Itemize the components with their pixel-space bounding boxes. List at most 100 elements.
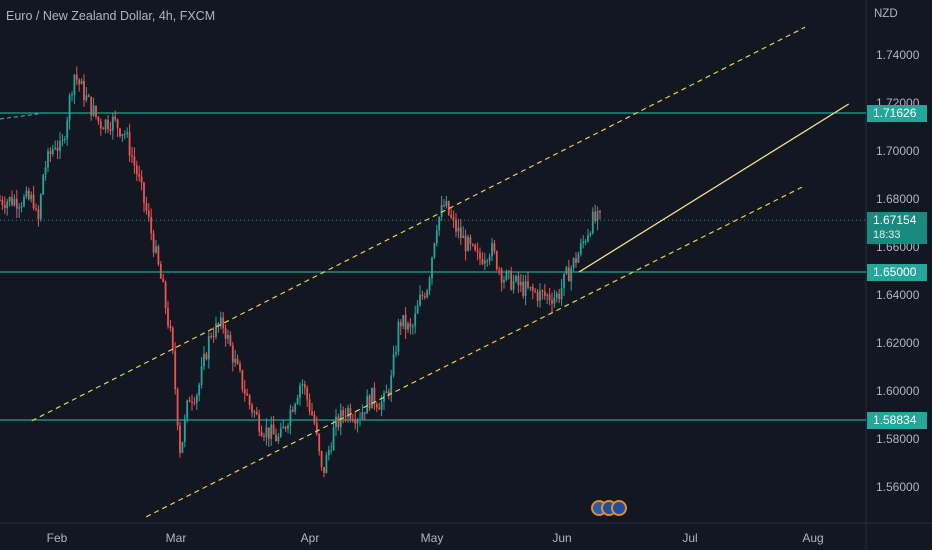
candle-body (248, 395, 251, 405)
candle-body (421, 294, 424, 297)
candle-body (51, 148, 54, 155)
candle-body (111, 116, 114, 131)
candle-body (407, 323, 409, 330)
candle-body (27, 190, 30, 200)
candle-body (522, 281, 525, 296)
candle-body (68, 95, 71, 121)
candle-body (438, 216, 441, 231)
candle-body (61, 140, 64, 142)
candle-body (399, 322, 402, 327)
candle-body (140, 176, 143, 183)
channel-lower-line[interactable] (145, 185, 806, 518)
candle-body (80, 80, 83, 85)
candle-body (3, 204, 6, 209)
price-tick-label: 1.60000 (876, 384, 920, 398)
candle-body (253, 411, 256, 413)
candle-body (35, 208, 37, 210)
candle-body (174, 350, 177, 390)
candle-body (258, 414, 261, 432)
candle-body (234, 358, 237, 363)
candle-body (277, 436, 280, 442)
projection-trend-line[interactable] (578, 103, 850, 273)
candle-body (145, 203, 148, 211)
candle-body (128, 132, 131, 156)
candle-body (296, 397, 299, 404)
projection-line[interactable] (578, 103, 850, 273)
candle-body (90, 96, 93, 116)
candle-body (500, 269, 503, 283)
candle-body (577, 254, 580, 263)
channel-upper-line[interactable] (31, 26, 806, 422)
candle-body (109, 129, 112, 131)
candle-body (205, 353, 208, 360)
candle-body (368, 395, 371, 409)
candle-body (18, 207, 21, 209)
candle-body (133, 156, 136, 166)
candle-body (589, 233, 592, 235)
candle-body (459, 227, 462, 238)
candle-body (311, 411, 313, 415)
candle-body (488, 256, 491, 261)
candle-body (344, 415, 347, 417)
candle-body (560, 287, 563, 300)
candle-body (143, 182, 145, 204)
candle-body (0, 200, 1, 201)
candle-body (320, 451, 323, 467)
candle-body (397, 322, 400, 352)
candle-body (351, 418, 354, 421)
candle-body (395, 351, 397, 355)
candle-body (584, 241, 587, 243)
candle-body (303, 384, 306, 388)
time-tick-label: Aug (802, 531, 824, 545)
price-tick-label: 1.62000 (876, 336, 920, 350)
candle-body (503, 279, 505, 283)
candle-body (87, 95, 90, 97)
candle-body (385, 391, 388, 394)
candle-body (157, 246, 160, 265)
candle-body (73, 74, 76, 95)
candle-body (222, 317, 225, 329)
economic-events[interactable] (591, 500, 637, 520)
candle-body (176, 389, 179, 426)
candle-body (337, 416, 340, 427)
candle-body (359, 419, 361, 421)
candle-body (37, 209, 40, 220)
candle-body (402, 315, 405, 327)
candle-body (270, 424, 273, 439)
price-label-badge: 1.67154 18:33 (867, 212, 927, 245)
price-label-badge: 1.58834 (867, 411, 927, 429)
candle-body (483, 260, 486, 264)
candle-body (548, 294, 551, 300)
candle-body (6, 201, 9, 209)
candle-body (255, 411, 258, 415)
channel-lines[interactable] (31, 26, 806, 518)
candle-body (63, 139, 66, 141)
candle-body (375, 404, 378, 408)
candle-body (471, 244, 474, 246)
candle-body (387, 391, 390, 395)
candle-body (594, 211, 597, 221)
candle-body (291, 409, 294, 412)
candle-body (30, 194, 33, 200)
candle-body (505, 271, 508, 280)
candle-body (524, 281, 527, 296)
candle-body (445, 201, 448, 207)
candle-body (56, 147, 59, 151)
candle-body (83, 80, 85, 101)
candle-body (102, 128, 105, 130)
candle-body (294, 403, 297, 412)
candle-body (85, 95, 88, 101)
candle-body (104, 119, 107, 130)
candle-body (287, 425, 289, 429)
candle-body (171, 327, 174, 351)
candle-body (553, 297, 556, 304)
event-flag-icon[interactable] (611, 500, 627, 516)
horizontal-levels[interactable] (0, 112, 866, 421)
candle-body (419, 294, 421, 306)
candle-body (474, 244, 477, 251)
candle-body (457, 227, 460, 232)
time-tick-label: Feb (46, 531, 68, 545)
candle-body (114, 116, 117, 120)
candle-body (275, 434, 277, 442)
